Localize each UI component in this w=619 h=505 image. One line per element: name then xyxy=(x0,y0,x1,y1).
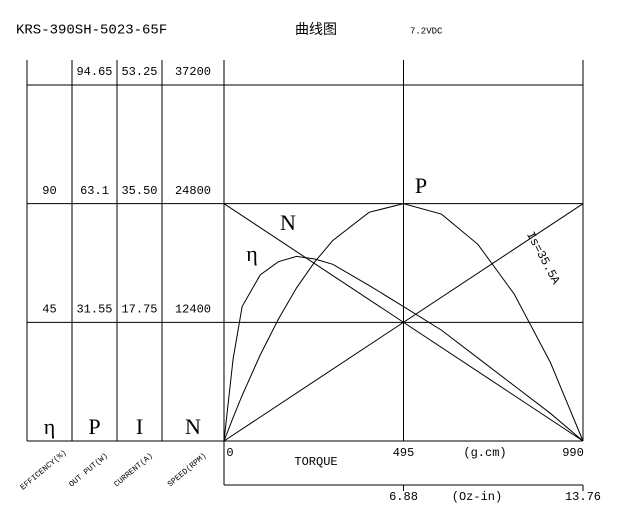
frame xyxy=(26,60,584,486)
series-line xyxy=(223,203,584,442)
scale-symbol: η xyxy=(44,414,56,439)
y-tick-label: 12400 xyxy=(175,303,211,317)
x-tick-label: 495 xyxy=(393,446,415,460)
x-unit: (g.cm) xyxy=(463,446,506,460)
y-tick-label: 31.55 xyxy=(76,303,112,317)
scale-symbol: I xyxy=(136,414,143,439)
y-tick-label: 53.25 xyxy=(121,65,157,79)
voltage: 7.2VDC xyxy=(410,26,443,36)
series-line xyxy=(223,255,584,442)
series-line xyxy=(223,203,584,442)
series-label: Is=35.5A xyxy=(523,229,563,287)
x2-tick-label: 6.88 xyxy=(389,490,418,504)
series-label: η xyxy=(246,241,258,266)
scale-name: SPEED(RPM) xyxy=(166,452,209,490)
x2-unit: (Oz-in) xyxy=(452,490,502,504)
x-tick-label: 990 xyxy=(562,446,584,460)
scale-symbol: N xyxy=(185,414,201,439)
series-label: N xyxy=(280,210,296,235)
y-tick-label: 24800 xyxy=(175,184,211,198)
y-tick-label: 37200 xyxy=(175,65,211,79)
y-tick-label: 90 xyxy=(42,184,56,198)
scale-name: EFFICENCY(%) xyxy=(19,449,69,493)
series-label: P xyxy=(415,173,427,198)
y-tick-label: 17.75 xyxy=(121,303,157,317)
chart-subtitle: 曲线图 xyxy=(295,22,337,38)
y-tick-label: 35.50 xyxy=(121,184,157,198)
scale-name: OUT PUT(W) xyxy=(68,452,111,490)
chart-title: KRS-390SH-5023-65F xyxy=(16,23,167,39)
x-tick-label: 0 xyxy=(226,446,233,460)
x2-tick-label: 13.76 xyxy=(565,490,601,504)
scale-symbol: P xyxy=(88,414,100,439)
y-tick-label: 94.65 xyxy=(76,65,112,79)
y-tick-label: 45 xyxy=(42,303,56,317)
scale-name: CURRENT(A) xyxy=(113,452,156,490)
y-tick-label: 63.1 xyxy=(80,184,109,198)
x-label: TORQUE xyxy=(294,455,337,469)
